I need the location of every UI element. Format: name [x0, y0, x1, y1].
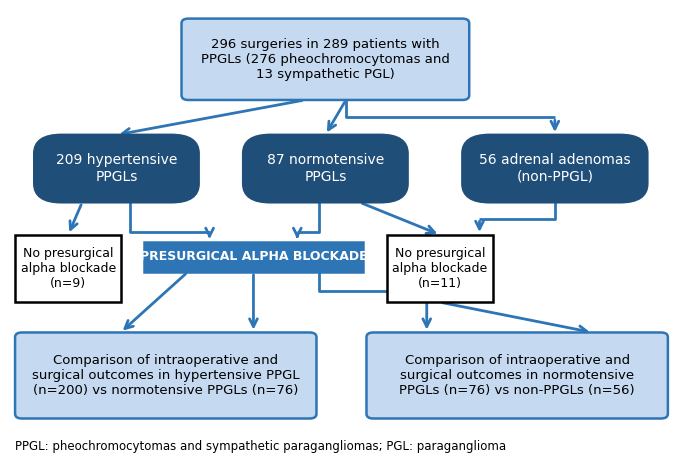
FancyBboxPatch shape [34, 135, 199, 202]
FancyBboxPatch shape [366, 332, 668, 418]
FancyBboxPatch shape [144, 242, 363, 272]
Text: 296 surgeries in 289 patients with
PPGLs (276 pheochromocytomas and
13 sympathet: 296 surgeries in 289 patients with PPGLs… [201, 38, 450, 81]
Text: 87 normotensive
PPGLs: 87 normotensive PPGLs [266, 153, 384, 184]
Text: No presurgical
alpha blockade
(n=9): No presurgical alpha blockade (n=9) [21, 247, 116, 290]
Text: Comparison of intraoperative and
surgical outcomes in hypertensive PPGL
(n=200) : Comparison of intraoperative and surgica… [32, 354, 299, 397]
FancyBboxPatch shape [462, 135, 647, 202]
Text: PPGL: pheochromocytomas and sympathetic paragangliomas; PGL: paraganglioma: PPGL: pheochromocytomas and sympathetic … [15, 440, 506, 453]
Text: No presurgical
alpha blockade
(n=11): No presurgical alpha blockade (n=11) [393, 247, 488, 290]
FancyBboxPatch shape [15, 235, 121, 302]
Text: Comparison of intraoperative and
surgical outcomes in normotensive
PPGLs (n=76) : Comparison of intraoperative and surgica… [399, 354, 635, 397]
FancyBboxPatch shape [243, 135, 408, 202]
Text: 56 adrenal adenomas
(non-PPGL): 56 adrenal adenomas (non-PPGL) [479, 153, 631, 184]
Text: 209 hypertensive
PPGLs: 209 hypertensive PPGLs [55, 153, 177, 184]
FancyBboxPatch shape [387, 235, 493, 302]
Text: PRESURGICAL ALPHA BLOCKADE: PRESURGICAL ALPHA BLOCKADE [140, 251, 367, 263]
FancyBboxPatch shape [182, 19, 469, 100]
FancyBboxPatch shape [15, 332, 316, 418]
